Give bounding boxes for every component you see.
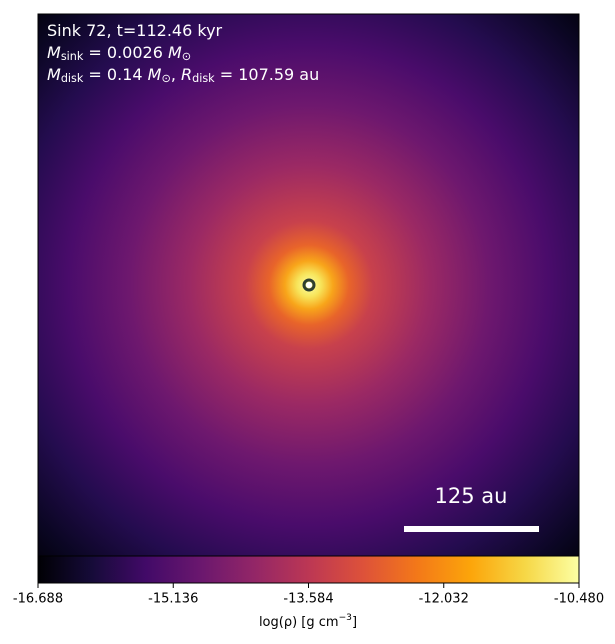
text-part: ] (352, 615, 357, 630)
text-part: = 0.14 (83, 65, 147, 84)
text-part: log(ρ) [g cm (259, 615, 339, 630)
text-part: disk (192, 72, 215, 85)
text-part: = 0.0026 (83, 43, 168, 62)
sink-core (306, 282, 312, 288)
annotation-line: Msink = 0.0026 M⊙ (47, 43, 191, 64)
text-part: disk (61, 72, 84, 85)
colorbar-label: log(ρ) [g cm−3] (259, 613, 357, 630)
text-part: ⊙ (161, 72, 170, 85)
annotation-line: Mdisk = 0.14 M⊙, Rdisk = 107.59 au (47, 65, 319, 86)
sink-marker (302, 278, 316, 292)
text-part: M (148, 65, 162, 84)
text-part: Sink 72, t=112.46 kyr (47, 21, 223, 40)
colorbar (37, 555, 580, 584)
scale-bar-label: 125 au (435, 484, 508, 508)
text-part: sink (61, 50, 84, 63)
text-part: R (181, 65, 192, 84)
annotation-line: Sink 72, t=112.46 kyr (47, 21, 223, 40)
text-part: = 107.59 au (215, 65, 320, 84)
tick-label: -13.584 (283, 592, 333, 607)
tick-label: -15.136 (148, 592, 198, 607)
text-part: ⊙ (182, 50, 191, 63)
tick-label: -10.480 (554, 592, 604, 607)
text-part: −3 (339, 613, 353, 623)
text-part: M (168, 43, 182, 62)
tick-label: -12.032 (419, 592, 469, 607)
text-part: M (47, 65, 61, 84)
tick-label: -16.688 (13, 592, 63, 607)
colorbar-axis: -16.688 -15.136 -13.584 -12.032 -10.480 log(ρ… (13, 583, 604, 630)
text-part: , (171, 65, 181, 84)
text-part: M (47, 43, 61, 62)
